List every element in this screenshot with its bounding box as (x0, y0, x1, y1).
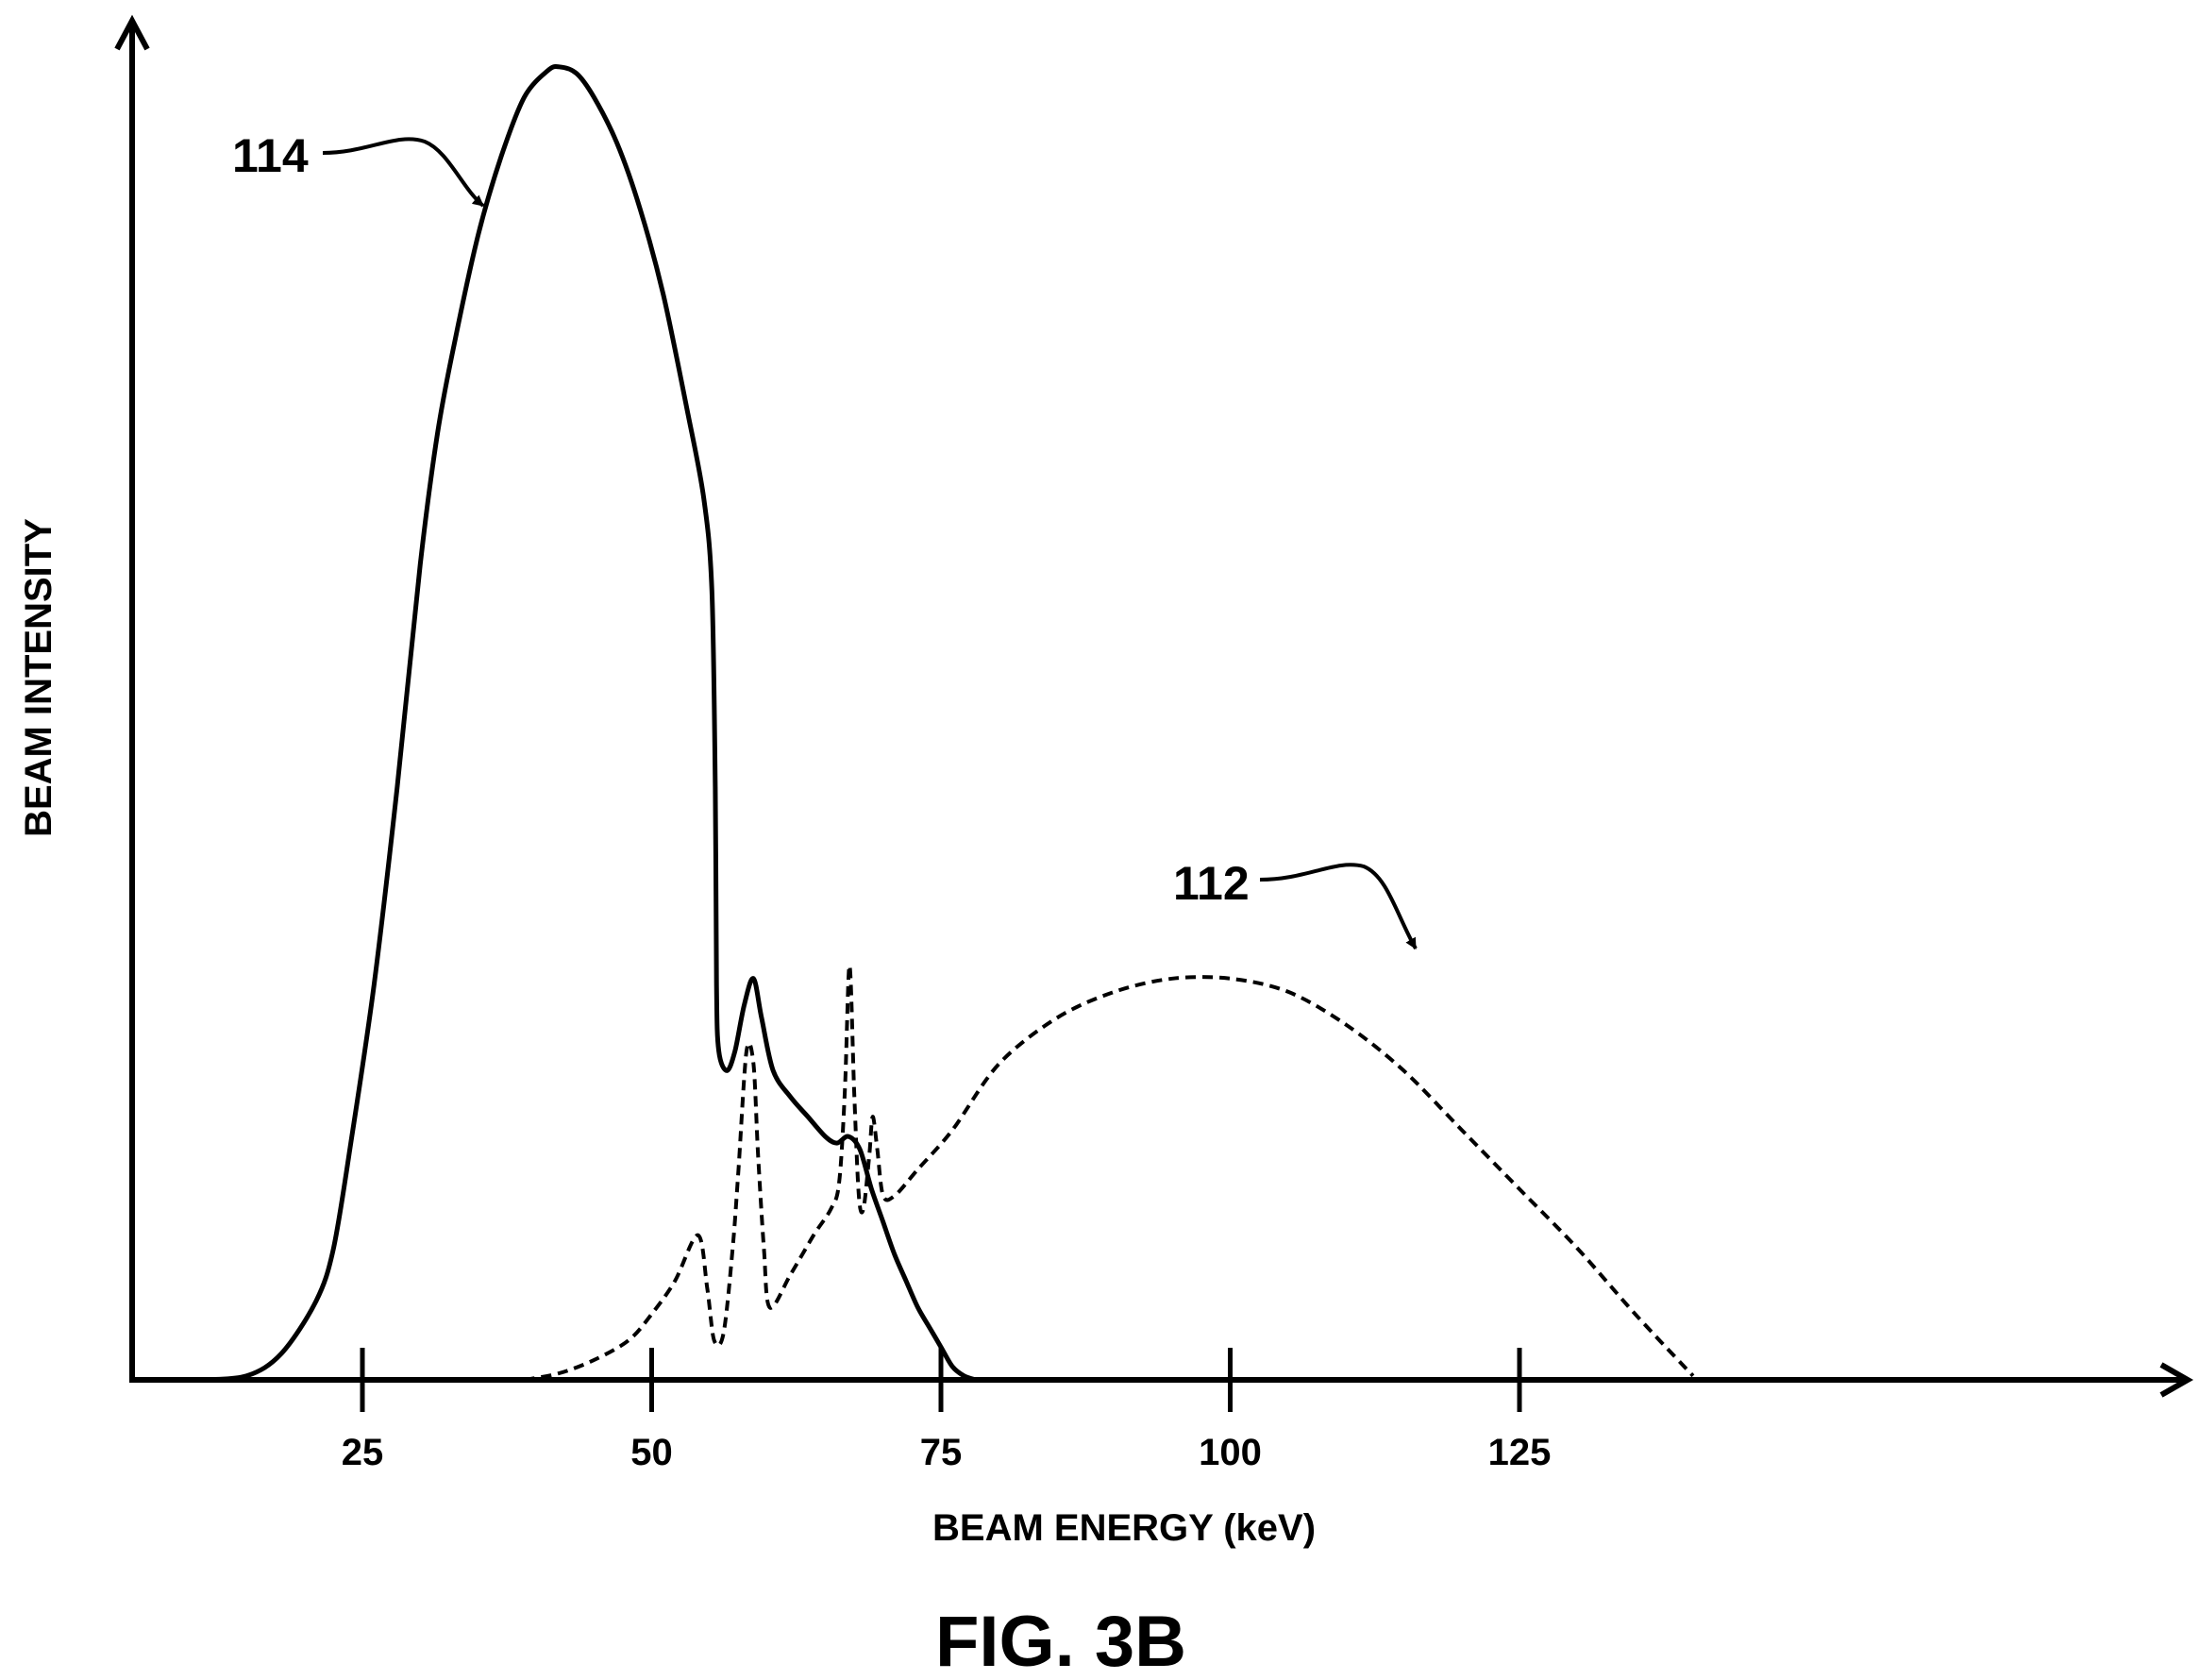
spectrum-curve-112 (524, 963, 1695, 1382)
leader-arrow-112 (1259, 863, 1418, 950)
x-ticks: 25 50 75 100 125 (342, 1348, 1552, 1473)
y-axis-label: BEAM INTENSITY (18, 518, 59, 837)
y-axis-arrow-icon (114, 14, 150, 51)
ref-label-114: 114 (232, 129, 309, 182)
ref-label-112: 112 (1173, 857, 1250, 910)
x-axis-label: BEAM ENERGY (keV) (932, 1507, 1316, 1549)
x-tick-label-125: 125 (1488, 1432, 1552, 1473)
x-tick-label-50: 50 (630, 1432, 673, 1473)
spectrum-curve-114 (197, 64, 979, 1383)
annotation-112: 112 (1173, 857, 1418, 950)
x-tick-label-25: 25 (342, 1432, 384, 1473)
x-tick-label-75: 75 (920, 1432, 963, 1473)
annotation-114: 114 (232, 129, 485, 208)
leader-arrow-114 (322, 137, 485, 208)
x-tick-label-100: 100 (1199, 1432, 1262, 1473)
x-axis-arrow-icon (2159, 1362, 2194, 1398)
figure-label: FIG. 3B (935, 1602, 1186, 1680)
axes (114, 14, 2194, 1398)
